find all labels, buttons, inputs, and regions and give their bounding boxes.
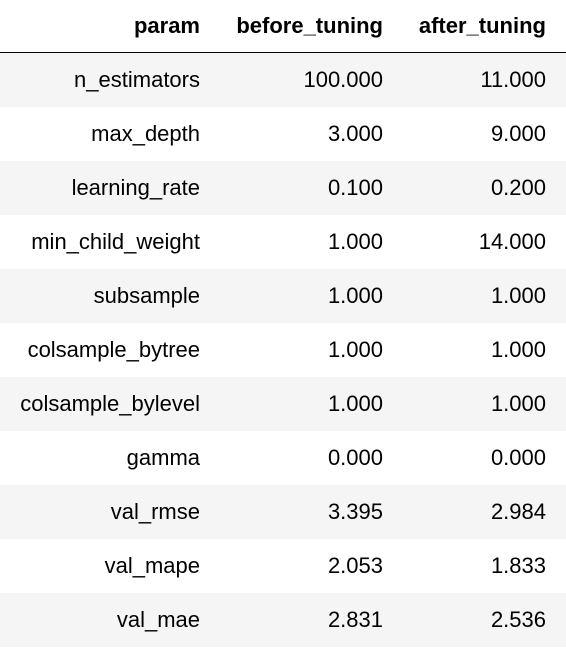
- after-tuning-cell: 9.000: [393, 107, 566, 161]
- before-tuning-cell: 2.053: [212, 539, 393, 593]
- before-tuning-cell: 1.000: [212, 377, 393, 431]
- table-row: val_mape 2.053 1.833: [0, 539, 566, 593]
- before-tuning-cell: 2.831: [212, 593, 393, 647]
- table-row: n_estimators 100.000 11.000: [0, 52, 566, 107]
- param-cell: gamma: [0, 431, 212, 485]
- after-tuning-cell: 2.536: [393, 593, 566, 647]
- header-row: param before_tuning after_tuning: [0, 0, 566, 53]
- after-tuning-cell: 11.000: [393, 52, 566, 107]
- table-row: min_child_weight 1.000 14.000: [0, 215, 566, 269]
- before-tuning-cell: 1.000: [212, 323, 393, 377]
- table-row: learning_rate 0.100 0.200: [0, 161, 566, 215]
- before-tuning-cell: 0.100: [212, 161, 393, 215]
- before-tuning-cell: 1.000: [212, 269, 393, 323]
- table-row: colsample_bylevel 1.000 1.000: [0, 377, 566, 431]
- table-row: gamma 0.000 0.000: [0, 431, 566, 485]
- table-body: n_estimators 100.000 11.000 max_depth 3.…: [0, 52, 566, 647]
- param-cell: subsample: [0, 269, 212, 323]
- after-tuning-cell: 14.000: [393, 215, 566, 269]
- column-header-param: param: [0, 0, 212, 53]
- table-row: subsample 1.000 1.000: [0, 269, 566, 323]
- param-cell: colsample_bylevel: [0, 377, 212, 431]
- after-tuning-cell: 2.984: [393, 485, 566, 539]
- param-cell: val_rmse: [0, 485, 212, 539]
- table-header: param before_tuning after_tuning: [0, 0, 566, 53]
- param-cell: val_mape: [0, 539, 212, 593]
- after-tuning-cell: 0.200: [393, 161, 566, 215]
- before-tuning-cell: 3.000: [212, 107, 393, 161]
- after-tuning-cell: 0.000: [393, 431, 566, 485]
- before-tuning-cell: 1.000: [212, 215, 393, 269]
- param-cell: max_depth: [0, 107, 212, 161]
- table-row: val_mae 2.831 2.536: [0, 593, 566, 647]
- param-cell: colsample_bytree: [0, 323, 212, 377]
- table-row: colsample_bytree 1.000 1.000: [0, 323, 566, 377]
- after-tuning-cell: 1.000: [393, 323, 566, 377]
- param-cell: learning_rate: [0, 161, 212, 215]
- param-cell: val_mae: [0, 593, 212, 647]
- after-tuning-cell: 1.000: [393, 377, 566, 431]
- before-tuning-cell: 100.000: [212, 52, 393, 107]
- table-row: max_depth 3.000 9.000: [0, 107, 566, 161]
- after-tuning-cell: 1.000: [393, 269, 566, 323]
- before-tuning-cell: 0.000: [212, 431, 393, 485]
- before-tuning-cell: 3.395: [212, 485, 393, 539]
- param-cell: n_estimators: [0, 52, 212, 107]
- param-cell: min_child_weight: [0, 215, 212, 269]
- table-row: val_rmse 3.395 2.984: [0, 485, 566, 539]
- column-header-after-tuning: after_tuning: [393, 0, 566, 53]
- after-tuning-cell: 1.833: [393, 539, 566, 593]
- column-header-before-tuning: before_tuning: [212, 0, 393, 53]
